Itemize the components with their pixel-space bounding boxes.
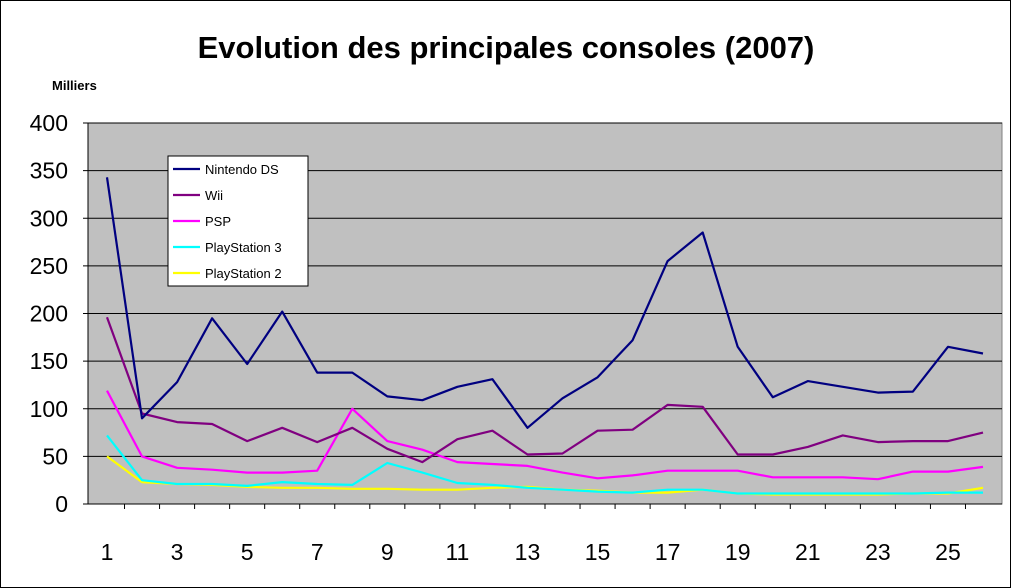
x-tick-label: 1 xyxy=(101,539,114,565)
x-tick-label: 11 xyxy=(445,539,469,565)
legend: Nintendo DS Wii PSP PlayStation 3 PlayStatio… xyxy=(167,155,309,287)
x-tick-label: 19 xyxy=(725,539,751,565)
x-tick-label: 23 xyxy=(865,539,891,565)
x-tick-label: 7 xyxy=(311,539,324,565)
series-line-playstation-3 xyxy=(106,434,983,495)
x-tick-label: 17 xyxy=(655,539,681,565)
y-tick-label: 150 xyxy=(30,348,68,374)
x-tick-label: 25 xyxy=(935,539,961,565)
y-tick-label: 350 xyxy=(30,158,68,184)
series-lines xyxy=(105,177,984,496)
x-tick-label: 9 xyxy=(381,539,394,565)
x-tick-label: 21 xyxy=(795,539,821,565)
x-tick-label: 13 xyxy=(515,539,541,565)
y-tick-label: 400 xyxy=(30,110,68,136)
series-line-wii xyxy=(105,316,984,464)
y-tick-label: 0 xyxy=(55,491,68,517)
y-tick-label: 200 xyxy=(30,301,68,327)
y-axis-ticks: 0 50 100 150 200 250 300 350 400 xyxy=(30,110,88,517)
x-axis-ticks: 1 3 5 7 9 11 13 15 17 19 21 23 25 xyxy=(101,504,966,565)
legend-label: PlayStation 2 xyxy=(205,266,282,281)
y-tick-label: 50 xyxy=(42,443,68,469)
y-tick-label: 300 xyxy=(30,205,68,231)
legend-label: PSP xyxy=(205,214,231,229)
x-tick-label: 15 xyxy=(585,539,611,565)
y-tick-label: 100 xyxy=(30,396,68,422)
chart-title: Evolution des principales consoles (2007… xyxy=(198,30,815,65)
legend-label: Nintendo DS xyxy=(205,162,279,177)
unit-label: Milliers xyxy=(52,78,97,93)
legend-label: PlayStation 3 xyxy=(205,240,282,255)
x-tick-label: 3 xyxy=(171,539,184,565)
legend-label: Wii xyxy=(205,188,223,203)
series-line-nintendo-ds xyxy=(105,177,984,429)
series-line-psp xyxy=(106,390,984,481)
y-tick-label: 250 xyxy=(30,253,68,279)
x-tick-label: 5 xyxy=(241,539,254,565)
